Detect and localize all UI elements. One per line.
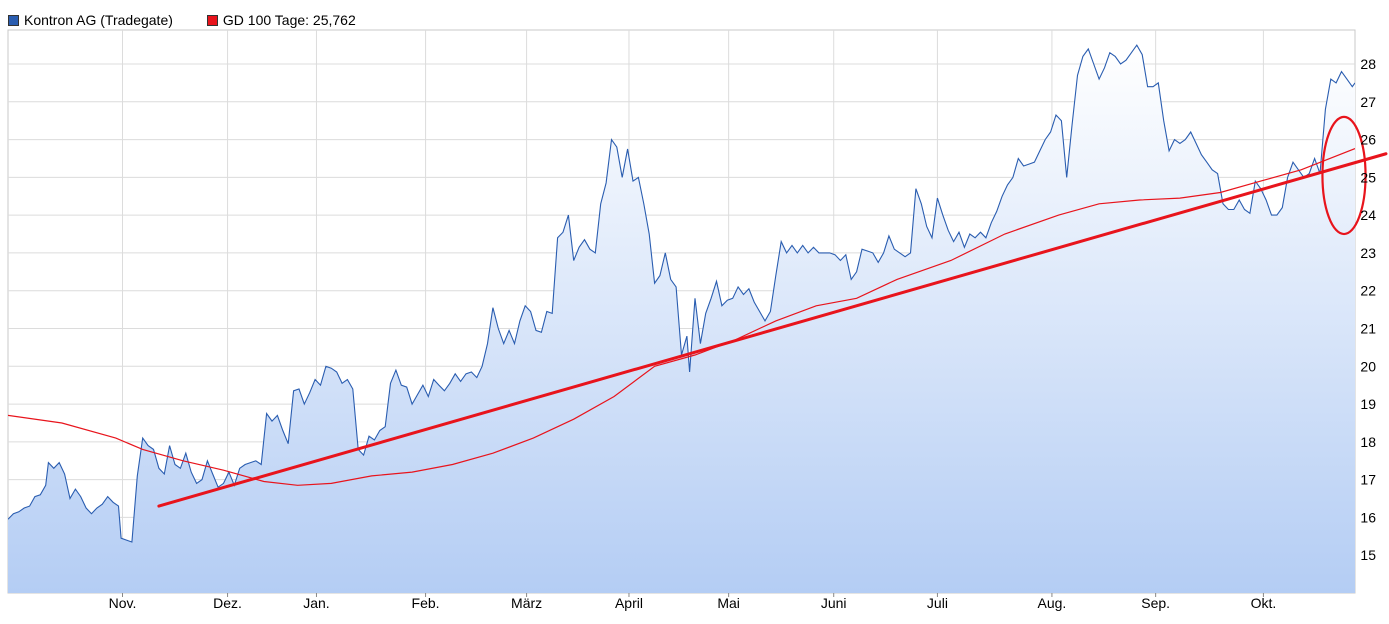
- x-tick-label: März: [511, 595, 542, 611]
- legend-label-kontron: Kontron AG (Tradegate): [24, 12, 173, 28]
- x-tick-label: Sep.: [1141, 595, 1170, 611]
- y-tick-label: 20: [1360, 358, 1376, 374]
- legend-label-gd100: GD 100 Tage: 25,762: [222, 12, 356, 28]
- x-tick-label: Juli: [927, 595, 948, 611]
- x-tick-label: Juni: [821, 595, 847, 611]
- y-tick-label: 24: [1360, 207, 1376, 223]
- legend-item-kontron[interactable]: Kontron AG (Tradegate): [8, 12, 173, 28]
- y-tick-label: 28: [1360, 56, 1376, 72]
- legend-swatch-gd100: [206, 14, 218, 26]
- y-tick-label: 19: [1360, 396, 1376, 412]
- legend-item-gd100[interactable]: GD 100 Tage: 25,762: [206, 12, 356, 28]
- x-tick-label: Jan.: [303, 595, 329, 611]
- chart-legend: Kontron AG (Tradegate) GD 100 Tage: 25,7…: [8, 10, 390, 30]
- y-tick-label: 22: [1360, 283, 1376, 299]
- x-tick-label: Nov.: [109, 595, 137, 611]
- series-line-gd100: [8, 148, 1355, 486]
- circle-annotation: [1321, 115, 1367, 236]
- trend-line-annotation: [157, 152, 1388, 508]
- y-tick-label: 25: [1360, 169, 1376, 185]
- x-tick-label: Mai: [717, 595, 740, 611]
- series-area-kontron: [8, 45, 1355, 593]
- y-tick-label: 23: [1360, 245, 1376, 261]
- x-tick-label: Feb.: [412, 595, 440, 611]
- y-tick-label: 27: [1360, 94, 1376, 110]
- y-tick-label: 21: [1360, 321, 1376, 337]
- x-tick-label: April: [615, 595, 643, 611]
- y-tick-label: 26: [1360, 132, 1376, 148]
- y-tick-label: 18: [1360, 434, 1376, 450]
- legend-swatch-kontron: [8, 14, 19, 26]
- y-tick-label: 15: [1360, 547, 1376, 563]
- y-tick-label: 16: [1360, 509, 1376, 525]
- x-tick-label: Aug.: [1038, 595, 1067, 611]
- x-tick-label: Okt.: [1251, 595, 1277, 611]
- y-tick-label: 17: [1360, 472, 1376, 488]
- x-tick-label: Dez.: [213, 595, 242, 611]
